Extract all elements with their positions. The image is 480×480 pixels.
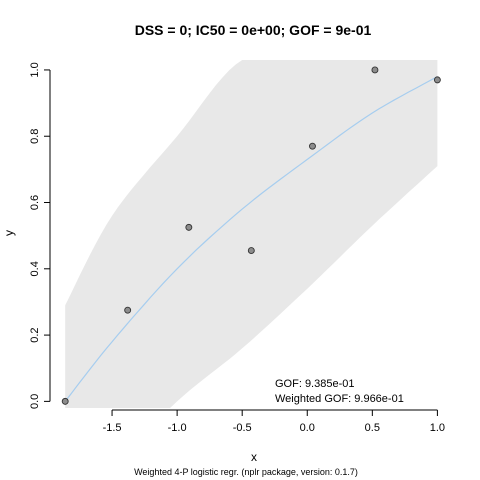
data-point [61, 397, 69, 405]
fit-curve [64, 76, 438, 402]
points-layer [61, 66, 441, 405]
x-tick-label: 1.0 [430, 422, 445, 434]
x-tick-label: -1.5 [103, 422, 122, 434]
data-point [247, 247, 255, 255]
data-point [433, 76, 441, 84]
y-tick-label: 0.2 [29, 327, 41, 342]
confidence-band-layer [65, 60, 438, 408]
data-point [371, 66, 379, 74]
y-tick-label: 0.6 [29, 195, 41, 210]
x-axis-label: x [251, 450, 257, 464]
fit-curve-layer [64, 76, 438, 402]
chart-caption: Weighted 4-P logistic regr. (nplr packag… [134, 467, 358, 477]
weighted-gof-annotation: Weighted GOF: 9.966e-01 [275, 393, 404, 405]
data-point [185, 223, 193, 231]
x-tick-label: -1.0 [168, 422, 187, 434]
axes: -1.5 -1.0 -0.5 0.0 0.5 1.0 0.0 0.2 0.4 0.6 0.8 1.0 [29, 62, 445, 434]
y-tick-label: 1.0 [29, 62, 41, 77]
y-tick-label: 0.4 [29, 261, 41, 276]
y-tick-label: 0.0 [29, 394, 41, 409]
x-tick-label: 0.5 [365, 422, 380, 434]
x-tick-label: -0.5 [233, 422, 252, 434]
chart-title: DSS = 0; IC50 = 0e+00; GOF = 9e-01 [135, 22, 372, 38]
data-point [309, 142, 316, 150]
data-point [124, 306, 132, 314]
confidence-band [65, 60, 438, 408]
y-axis-label: y [2, 230, 16, 236]
x-tick-label: 0.0 [300, 422, 315, 434]
gof-annotation: GOF: 9.385e-01 [275, 378, 355, 390]
y-tick-label: 0.8 [29, 129, 41, 144]
